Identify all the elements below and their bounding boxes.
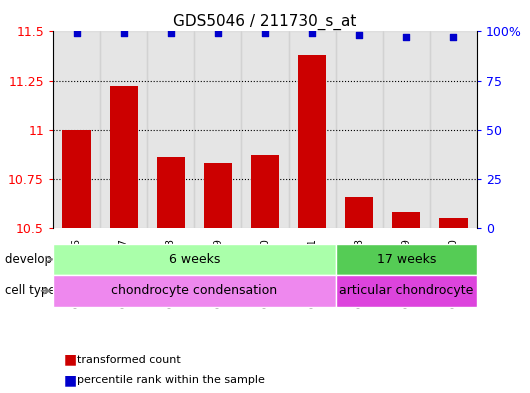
Bar <box>100 31 147 228</box>
Text: chondrocyte condensation: chondrocyte condensation <box>111 284 277 298</box>
Text: ■: ■ <box>64 353 77 367</box>
Point <box>308 30 316 37</box>
Bar <box>53 31 100 228</box>
Point <box>402 34 411 40</box>
Bar <box>392 212 420 228</box>
Bar <box>251 155 279 228</box>
Bar <box>383 31 430 228</box>
Bar <box>204 163 232 228</box>
Point <box>72 30 81 37</box>
Bar <box>157 157 185 228</box>
Bar <box>335 31 383 228</box>
Point <box>214 30 222 37</box>
Title: GDS5046 / 211730_s_at: GDS5046 / 211730_s_at <box>173 14 357 30</box>
Text: development stage: development stage <box>5 253 120 266</box>
Point <box>119 30 128 37</box>
Bar <box>288 31 335 228</box>
Text: 17 weeks: 17 weeks <box>377 253 436 266</box>
Point <box>166 30 175 37</box>
Bar <box>63 130 91 228</box>
Text: transformed count: transformed count <box>77 354 181 365</box>
Text: 6 weeks: 6 weeks <box>169 253 220 266</box>
Bar <box>430 31 477 228</box>
Bar <box>195 31 242 228</box>
Text: ■: ■ <box>64 373 77 387</box>
Bar <box>345 196 373 228</box>
Bar <box>110 86 138 228</box>
Bar <box>298 55 326 228</box>
Bar <box>242 31 288 228</box>
Bar <box>147 31 195 228</box>
Bar <box>439 218 467 228</box>
Text: percentile rank within the sample: percentile rank within the sample <box>77 375 264 385</box>
Point <box>261 30 269 37</box>
Text: cell type: cell type <box>5 284 56 298</box>
Text: articular chondrocyte: articular chondrocyte <box>339 284 473 298</box>
Point <box>449 34 458 40</box>
Point <box>355 32 364 39</box>
